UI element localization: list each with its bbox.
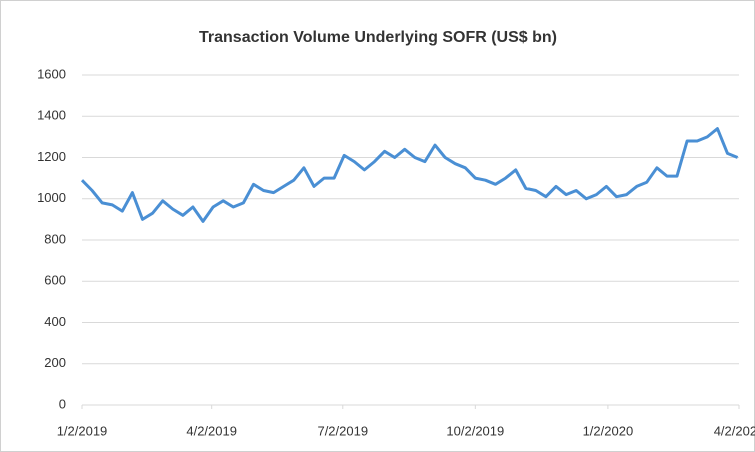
y-tick-label: 800 xyxy=(44,231,66,246)
y-tick-label: 1400 xyxy=(37,108,66,123)
x-tick-label: 7/2/2019 xyxy=(317,423,368,438)
y-tick-label: 200 xyxy=(44,355,66,370)
chart-title: Transaction Volume Underlying SOFR (US$ … xyxy=(199,29,557,46)
y-tick-label: 1200 xyxy=(37,149,66,164)
y-tick-label: 600 xyxy=(44,273,66,288)
y-tick-label: 0 xyxy=(59,396,66,411)
y-tick-label: 1600 xyxy=(37,66,66,81)
x-tick-label: 1/2/2019 xyxy=(57,423,108,438)
x-tick-label: 10/2/2019 xyxy=(446,423,504,438)
x-tick-label: 4/2/2020 xyxy=(714,423,755,438)
y-tick-label: 1000 xyxy=(37,190,66,205)
y-tick-label: 400 xyxy=(44,314,66,329)
x-tick-label: 1/2/2020 xyxy=(583,423,634,438)
x-tick-label: 4/2/2019 xyxy=(186,423,237,438)
data-line xyxy=(80,127,739,223)
